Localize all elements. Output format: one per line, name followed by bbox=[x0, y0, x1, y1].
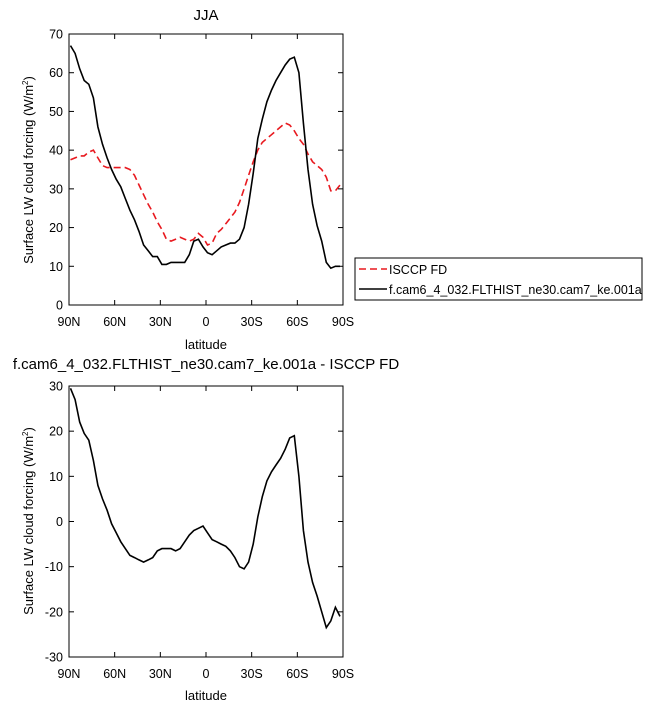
top-ytick-label: 20 bbox=[49, 221, 63, 235]
bottom-ytick-label: -30 bbox=[45, 651, 63, 665]
bottom-panel: f.cam6_4_032.FLTHIST_ne30.cam7_ke.001a -… bbox=[13, 356, 399, 703]
top-ytick-label: 60 bbox=[49, 66, 63, 80]
legend-label-isccp: ISCCP FD bbox=[389, 263, 447, 277]
bottom-xtick-label: 60S bbox=[286, 667, 308, 681]
top-xtick-label: 60N bbox=[103, 315, 126, 329]
bottom-ytick-label: -20 bbox=[45, 605, 63, 619]
bottom-ylabel-end: ) bbox=[21, 427, 36, 431]
top-ytick-label: 50 bbox=[49, 105, 63, 119]
bottom-xtick-label: 0 bbox=[203, 667, 210, 681]
bottom-xtick-label: 30S bbox=[241, 667, 263, 681]
top-xtick-label: 0 bbox=[203, 315, 210, 329]
bottom-ylabel: Surface LW cloud forcing (W/m2) bbox=[21, 427, 36, 615]
top-title: JJA bbox=[193, 7, 218, 24]
bottom-title: f.cam6_4_032.FLTHIST_ne30.cam7_ke.001a -… bbox=[13, 356, 399, 373]
legend-box bbox=[354, 257, 643, 301]
top-line-model bbox=[69, 45, 340, 270]
bottom-line-difference bbox=[69, 387, 341, 630]
bottom-ytick-label: 0 bbox=[56, 515, 63, 529]
top-xtick-label: 90N bbox=[58, 315, 81, 329]
bottom-ytick-label: -10 bbox=[45, 560, 63, 574]
legend: ISCCP FD f.cam6_4_032.FLTHIST_ne30.cam7_… bbox=[354, 257, 643, 301]
bottom-xtick-label: 60N bbox=[103, 667, 126, 681]
bottom-xlabel: latitude bbox=[185, 688, 227, 703]
bottom-series-lines bbox=[69, 387, 341, 630]
bottom-ytick-label: 10 bbox=[49, 470, 63, 484]
top-ylabel-sup: 2 bbox=[21, 80, 30, 85]
top-ylabel: Surface LW cloud forcing (W/m2) bbox=[21, 76, 36, 264]
top-ytick-label: 0 bbox=[56, 299, 63, 313]
top-line-isccp bbox=[70, 122, 341, 247]
top-xtick-label: 90S bbox=[332, 315, 354, 329]
top-plot-frame bbox=[68, 33, 344, 306]
legend-label-model: f.cam6_4_032.FLTHIST_ne30.cam7_ke.001a bbox=[389, 283, 642, 297]
top-x-ticks: 90N 60N 30N 0 30S 60S 90S bbox=[58, 34, 354, 329]
top-y-ticks: 0 10 20 30 40 50 60 70 bbox=[49, 28, 343, 313]
top-ytick-label: 40 bbox=[49, 144, 63, 158]
bottom-ylabel-main: Surface LW cloud forcing (W/m bbox=[21, 436, 36, 615]
bottom-xtick-label: 90S bbox=[332, 667, 354, 681]
top-ytick-label: 10 bbox=[49, 260, 63, 274]
bottom-y-ticks: -30 -20 -10 0 10 20 30 bbox=[45, 380, 343, 665]
top-ytick-label: 70 bbox=[49, 28, 63, 42]
top-xlabel: latitude bbox=[185, 337, 227, 352]
top-ylabel-main: Surface LW cloud forcing (W/m bbox=[21, 85, 36, 264]
bottom-ytick-label: 30 bbox=[49, 380, 63, 394]
bottom-x-ticks: 90N 60N 30N 0 30S 60S 90S bbox=[58, 386, 354, 681]
bottom-xtick-label: 30N bbox=[149, 667, 172, 681]
bottom-xtick-label: 90N bbox=[58, 667, 81, 681]
bottom-ytick-label: 20 bbox=[49, 425, 63, 439]
bottom-ylabel-sup: 2 bbox=[21, 431, 30, 436]
top-series-lines bbox=[69, 45, 341, 270]
top-xtick-label: 30N bbox=[149, 315, 172, 329]
top-ylabel-end: ) bbox=[21, 76, 36, 80]
top-ytick-label: 30 bbox=[49, 182, 63, 196]
top-xtick-label: 30S bbox=[241, 315, 263, 329]
top-xtick-label: 60S bbox=[286, 315, 308, 329]
